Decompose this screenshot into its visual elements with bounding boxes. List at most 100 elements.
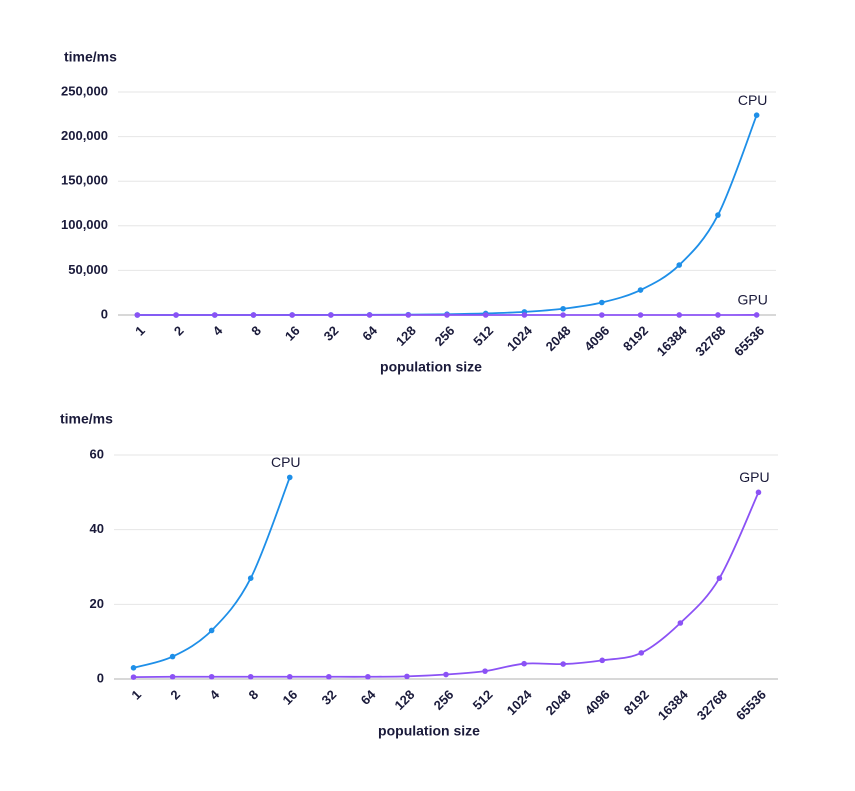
x-tick-label: 512 xyxy=(470,323,496,349)
data-point xyxy=(169,653,176,660)
data-point xyxy=(482,668,488,674)
y-tick-label: 0 xyxy=(101,306,108,321)
x-tick-label: 4096 xyxy=(582,687,613,718)
series-label: CPU xyxy=(271,454,301,470)
series-label: GPU xyxy=(737,292,767,308)
data-point xyxy=(638,650,645,656)
data-point xyxy=(715,312,721,318)
x-tick-label: 512 xyxy=(470,687,496,713)
x-tick-label: 2 xyxy=(171,323,187,339)
x-tick-label: 2048 xyxy=(543,687,574,718)
data-point xyxy=(755,489,762,496)
y-tick-label: 0 xyxy=(97,670,104,685)
series-line xyxy=(137,114,758,316)
x-tick-label: 1024 xyxy=(504,322,536,354)
data-point xyxy=(328,312,334,318)
x-tick-label: 4 xyxy=(206,686,222,702)
data-point xyxy=(211,312,218,318)
data-point xyxy=(677,620,684,626)
x-tick-label: 8 xyxy=(246,687,262,703)
data-point xyxy=(676,312,683,318)
data-point xyxy=(365,673,371,680)
data-point xyxy=(560,312,566,318)
data-point xyxy=(637,312,644,318)
y-tick-label: 150,000 xyxy=(61,173,108,188)
x-tick-label: 256 xyxy=(432,323,458,349)
x-tick-label: 4096 xyxy=(581,323,612,354)
data-point xyxy=(289,312,295,318)
x-tick-label: 128 xyxy=(392,687,418,713)
y-tick-label: 50,000 xyxy=(68,262,108,277)
data-point xyxy=(560,305,566,312)
data-point xyxy=(599,312,605,318)
x-tick-label: 16384 xyxy=(655,686,692,723)
x-tick-label: 65536 xyxy=(733,687,769,723)
data-point xyxy=(482,312,489,318)
x-tick-label: 64 xyxy=(359,322,380,343)
data-point xyxy=(560,661,566,667)
x-tick-label: 4 xyxy=(210,322,226,338)
y-axis-title: time/ms xyxy=(60,411,113,427)
x-tick-label: 32 xyxy=(321,323,342,344)
x-tick-label: 128 xyxy=(393,323,419,349)
x-tick-label: 16 xyxy=(282,323,303,344)
x-tick-label: 1024 xyxy=(504,686,536,718)
data-point xyxy=(753,312,760,318)
x-tick-label: 2 xyxy=(167,687,183,703)
data-point xyxy=(247,673,254,680)
y-tick-label: 100,000 xyxy=(61,217,108,232)
y-tick-label: 20 xyxy=(90,596,104,611)
data-point xyxy=(521,312,528,318)
series-label: GPU xyxy=(739,469,769,485)
x-tick-label: 2048 xyxy=(543,323,574,354)
data-point xyxy=(443,671,449,678)
x-tick-label: 8 xyxy=(248,323,264,339)
data-point xyxy=(715,212,721,218)
data-point xyxy=(405,312,412,318)
data-point xyxy=(130,674,137,680)
y-tick-label: 200,000 xyxy=(61,128,108,143)
data-point xyxy=(134,312,141,318)
x-tick-label: 8192 xyxy=(621,687,652,718)
data-point xyxy=(366,312,373,318)
x-tick-label: 16 xyxy=(279,687,300,708)
data-point xyxy=(676,262,683,268)
y-tick-label: 250,000 xyxy=(61,83,108,98)
y-tick-label: 60 xyxy=(90,446,104,461)
x-tick-label: 1 xyxy=(132,323,148,339)
data-point xyxy=(286,474,293,481)
x-tick-label: 65536 xyxy=(731,323,767,359)
data-point xyxy=(521,660,527,667)
x-tick-label: 16384 xyxy=(654,322,691,359)
data-point xyxy=(250,312,257,318)
data-point xyxy=(208,627,215,634)
x-axis-title: population size xyxy=(378,723,480,739)
x-tick-label: 32768 xyxy=(692,323,728,359)
data-point xyxy=(130,665,137,671)
x-tick-label: 32 xyxy=(319,687,340,708)
data-point xyxy=(169,673,176,680)
x-tick-label: 64 xyxy=(358,686,379,707)
data-point xyxy=(716,575,723,581)
data-point xyxy=(173,312,179,318)
series-label: CPU xyxy=(738,92,768,108)
series-line xyxy=(133,491,760,679)
data-point xyxy=(637,287,644,293)
x-tick-label: 32768 xyxy=(694,687,730,723)
x-tick-label: 256 xyxy=(431,687,457,713)
data-point xyxy=(753,112,760,118)
data-point xyxy=(208,673,215,680)
x-tick-label: 1 xyxy=(128,687,144,703)
data-point xyxy=(404,673,410,680)
data-point xyxy=(326,673,332,680)
x-tick-label: 8192 xyxy=(620,323,651,354)
data-point xyxy=(444,312,450,318)
series-line xyxy=(133,477,291,669)
data-point xyxy=(247,575,254,581)
y-tick-label: 40 xyxy=(90,521,104,536)
x-axis-title: population size xyxy=(380,359,482,375)
data-point xyxy=(286,673,293,680)
data-point xyxy=(599,299,605,306)
data-point xyxy=(599,657,606,664)
